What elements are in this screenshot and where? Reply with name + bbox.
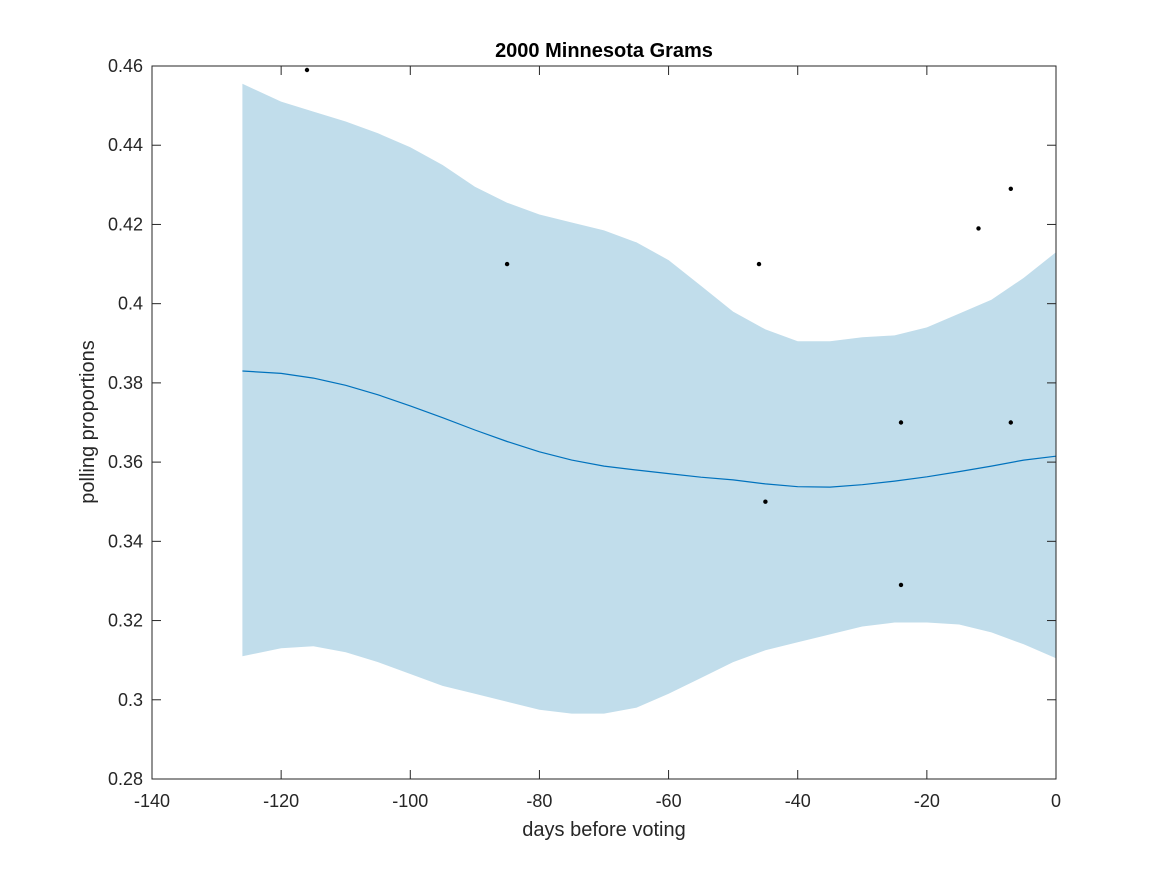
mean-line [242,370,1057,488]
x-tick-label: -80 [526,791,552,811]
x-tick-label: -120 [263,791,299,811]
axes-box [151,65,1057,780]
data-point [898,420,904,425]
chart-title: 2000 Minnesota Grams [495,40,713,62]
data-point [756,261,762,267]
x-tick-label: -60 [656,791,682,811]
data-point [504,261,510,267]
data-point [976,226,981,231]
confidence-band-layer [242,83,1056,714]
y-tick-label: 0.44 [108,135,143,155]
y-tick-label: 0.4 [118,294,143,314]
data-point [304,67,310,73]
data-point [763,499,768,504]
y-tick-label: 0.42 [108,214,143,234]
mean-line-layer [242,370,1057,488]
x-tick-label: -100 [392,791,428,811]
y-tick-label: 0.38 [108,373,143,393]
data-point [1008,186,1013,191]
x-tick-label: -40 [785,791,811,811]
y-tick-label: 0.34 [108,531,143,551]
data-points-layer [304,67,1013,588]
x-tick-label: -140 [134,791,170,811]
confidence-band [242,83,1056,714]
x-axis-label: days before voting [522,819,685,841]
ticks-layer: -140 -120 -100 -80 -60 -40 -20 0 0.28 0.3 0.32 0.34… [108,56,1061,811]
data-point [898,582,904,588]
y-tick-label: 0.3 [118,690,143,710]
y-tick-label: 0.32 [108,611,143,631]
y-tick-label: 0.36 [108,452,143,472]
y-tick-label: 0.46 [108,56,143,76]
x-tick-label: 0 [1051,791,1061,811]
y-tick-label: 0.28 [108,769,143,789]
y-axis-label: polling proportions [77,340,99,503]
data-point [1008,420,1013,425]
x-tick-label: -20 [914,791,940,811]
axes-layer [151,65,1057,780]
